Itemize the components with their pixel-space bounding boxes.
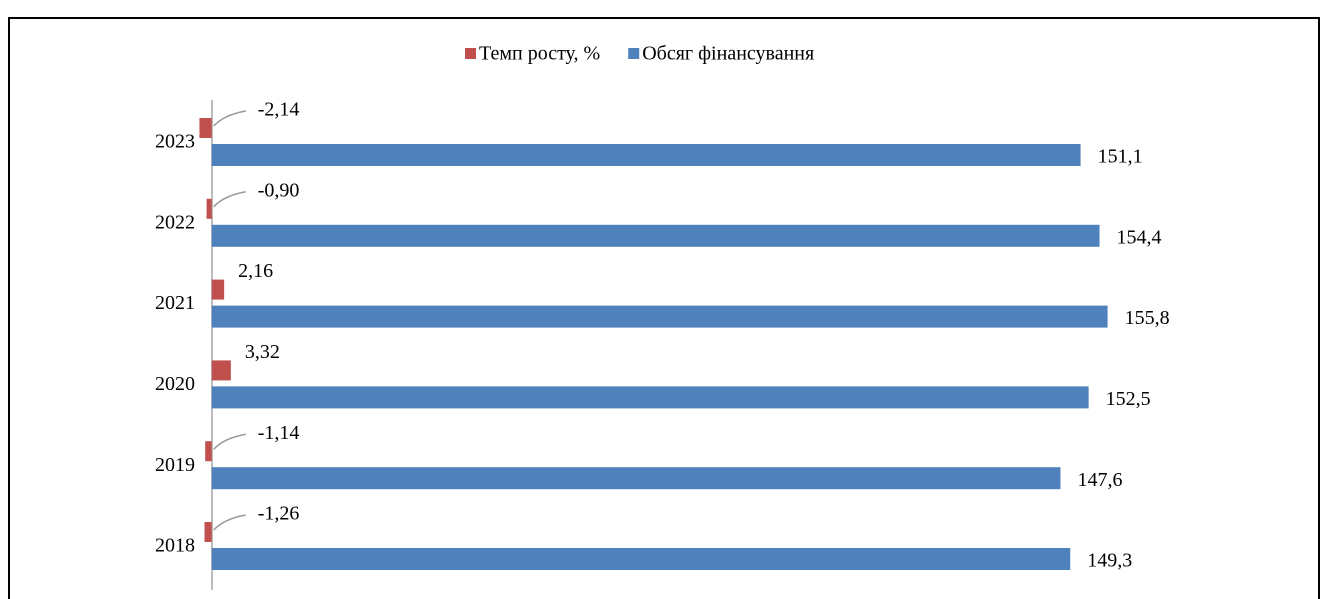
bar [199,118,212,138]
leader-line [213,514,246,531]
legend-swatch [465,48,476,59]
data-label: -0,90 [258,179,300,201]
bar [211,548,1071,570]
data-label: -1,26 [258,503,300,525]
bar [211,467,1061,490]
y-tick-label: 2021 [155,292,195,314]
leader-line [213,110,246,127]
bar [211,360,231,381]
bar [211,279,225,300]
data-label: 147,6 [1077,469,1122,491]
data-label: 2,16 [238,260,273,282]
leader-line [213,191,246,208]
data-label: 154,4 [1117,226,1162,248]
y-tick-label: 2023 [155,131,195,153]
data-label: 149,3 [1087,550,1132,572]
y-tick-label: 2019 [155,454,195,476]
data-label: 155,8 [1125,307,1170,329]
bar [211,305,1108,328]
data-label: 152,5 [1106,388,1151,410]
bar [211,386,1089,409]
data-label: 3,32 [245,341,280,363]
bar [211,224,1100,247]
leader-line [213,433,246,450]
y-tick-label: 2022 [155,211,195,233]
data-label: -2,14 [258,99,300,121]
data-label: -1,14 [258,422,300,444]
legend-swatch [628,48,640,59]
bar [205,441,212,462]
bar [204,522,212,542]
data-label: 151,1 [1098,146,1143,168]
legend-label: Темп росту, % [479,43,600,65]
y-tick-label: 2018 [155,535,195,557]
y-tick-label: 2020 [155,373,195,395]
legend-label: Обсяг фінансування [642,43,814,65]
bar [211,144,1081,166]
bar [206,198,212,219]
